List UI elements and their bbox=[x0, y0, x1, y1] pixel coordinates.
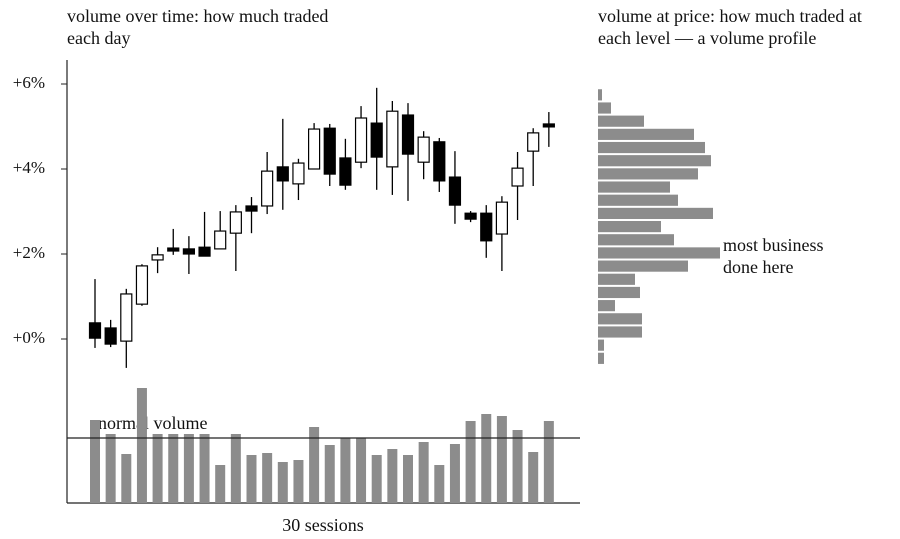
candle-body bbox=[448, 176, 462, 206]
volume-bar bbox=[230, 434, 241, 503]
profile-bar bbox=[598, 313, 642, 325]
candle-body bbox=[511, 167, 524, 187]
volume-bar bbox=[121, 454, 132, 503]
candle-body bbox=[88, 322, 102, 339]
profile-bar bbox=[598, 221, 661, 233]
reference-label: normal volume bbox=[96, 412, 210, 434]
profile-bar bbox=[598, 234, 674, 246]
x-axis-label: 30 sessions bbox=[282, 515, 364, 535]
volume-bar bbox=[262, 453, 273, 503]
profile-bar bbox=[598, 339, 604, 351]
candle-body bbox=[354, 117, 368, 163]
profile-bar bbox=[598, 247, 720, 259]
candle-body bbox=[229, 211, 242, 234]
profile-title: volume at price: how much traded at each… bbox=[598, 6, 862, 48]
y-tick-label: +2% bbox=[13, 243, 45, 262]
volume-bar bbox=[105, 434, 116, 503]
candle-body bbox=[182, 248, 195, 255]
candle-body bbox=[245, 205, 258, 212]
profile-bar bbox=[598, 89, 602, 101]
volume-bar bbox=[246, 455, 257, 503]
candle-body bbox=[104, 327, 117, 345]
volume-bar bbox=[90, 420, 100, 503]
candle-body bbox=[292, 162, 305, 185]
candle-body bbox=[198, 246, 211, 257]
volume-bar bbox=[512, 430, 523, 503]
profile-bar bbox=[598, 155, 711, 167]
profile-bar bbox=[598, 194, 678, 206]
volume-bar bbox=[183, 434, 194, 503]
profile-bar bbox=[598, 207, 713, 219]
volume-bar bbox=[403, 455, 413, 503]
annotation: most business done here bbox=[723, 235, 824, 277]
candle-body bbox=[401, 114, 415, 155]
volume-bar bbox=[481, 414, 492, 503]
candle-body bbox=[370, 122, 383, 158]
volume-bar bbox=[496, 416, 507, 503]
candle-body bbox=[433, 141, 446, 182]
volume-bar bbox=[356, 438, 367, 503]
volume-bar bbox=[152, 434, 163, 503]
volume-bar bbox=[199, 434, 210, 503]
volume-bar bbox=[528, 452, 539, 503]
candle-body bbox=[276, 166, 289, 182]
profile-bar bbox=[598, 181, 670, 193]
volume-bar bbox=[371, 455, 382, 503]
volume-bar bbox=[277, 462, 288, 503]
candle-body bbox=[323, 127, 336, 175]
profile-bar bbox=[598, 286, 640, 299]
profile-bar bbox=[598, 300, 615, 312]
volume-bar bbox=[387, 449, 398, 503]
candle-body bbox=[167, 247, 180, 252]
volume-bar bbox=[136, 388, 147, 503]
candle-body bbox=[214, 230, 227, 250]
y-tick-label: +0% bbox=[13, 328, 45, 347]
candle-body bbox=[386, 110, 399, 168]
profile-bar bbox=[598, 352, 604, 364]
volume-bar bbox=[293, 460, 304, 503]
profile-bar bbox=[598, 168, 698, 180]
candle-body bbox=[135, 265, 149, 305]
profile-bar bbox=[598, 273, 635, 285]
candle-body bbox=[495, 201, 508, 235]
candle-body bbox=[120, 293, 133, 342]
candle-body bbox=[527, 132, 540, 152]
chart-title: volume over time: how much traded each d… bbox=[67, 6, 329, 48]
profile-bar bbox=[598, 115, 644, 127]
candle-body bbox=[542, 123, 555, 128]
volume-bar bbox=[434, 465, 445, 503]
profile-bar bbox=[598, 326, 642, 338]
volume-bar bbox=[309, 427, 320, 503]
candle-body bbox=[464, 212, 477, 220]
candle-body bbox=[339, 157, 352, 186]
volume-bar bbox=[324, 445, 335, 503]
volume-bar bbox=[340, 438, 351, 503]
profile-bar bbox=[598, 128, 694, 140]
volume-bar bbox=[543, 421, 554, 503]
volume-bar bbox=[418, 442, 429, 503]
profile-bar bbox=[598, 102, 611, 114]
volume-bar bbox=[449, 444, 460, 503]
candle-body bbox=[308, 128, 321, 170]
volume-bar bbox=[168, 434, 179, 503]
volume-bar bbox=[215, 465, 226, 503]
candle-body bbox=[480, 212, 493, 242]
volume-bar bbox=[465, 421, 476, 503]
candle-body bbox=[417, 136, 430, 163]
y-tick-label: +4% bbox=[13, 158, 45, 177]
candle-body bbox=[151, 254, 164, 261]
profile-bar bbox=[598, 260, 688, 272]
candle-body bbox=[261, 170, 274, 207]
y-tick-label: +6% bbox=[13, 73, 45, 92]
profile-bar bbox=[598, 141, 705, 154]
